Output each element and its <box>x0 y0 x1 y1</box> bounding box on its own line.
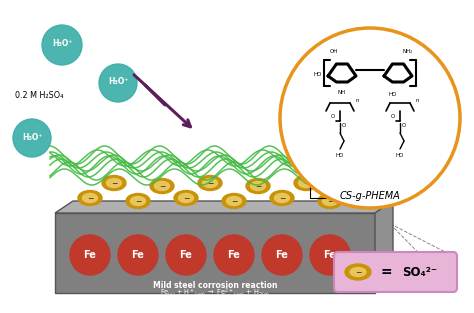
Text: O: O <box>402 123 406 128</box>
Text: Fe: Fe <box>275 250 289 260</box>
Text: Fe: Fe <box>228 250 240 260</box>
Text: −: − <box>351 182 357 191</box>
Ellipse shape <box>318 193 342 208</box>
Polygon shape <box>375 201 393 293</box>
Text: −: − <box>159 182 165 191</box>
Ellipse shape <box>227 197 241 206</box>
Text: −: − <box>111 179 117 188</box>
Text: Fe: Fe <box>180 250 192 260</box>
Text: HO: HO <box>389 92 397 97</box>
Text: NH₂: NH₂ <box>403 49 413 54</box>
Text: n: n <box>356 99 359 104</box>
Text: OH: OH <box>330 49 338 54</box>
Polygon shape <box>343 158 397 194</box>
Ellipse shape <box>350 268 366 276</box>
Text: −: − <box>327 197 333 206</box>
Text: −: − <box>183 194 189 203</box>
Ellipse shape <box>179 193 193 203</box>
Text: O: O <box>342 123 346 128</box>
Circle shape <box>118 235 158 275</box>
Text: Fe$_{(s)}$ + H$^+$$_{(aq)}$ $\rightarrow$ Fe$^{2+}$$_{(aq)}$ + H$_2$$_{(g)}$: Fe$_{(s)}$ + H$^+$$_{(aq)}$ $\rightarrow… <box>160 286 270 300</box>
Ellipse shape <box>274 193 290 203</box>
Text: Fe: Fe <box>83 250 96 260</box>
Ellipse shape <box>246 178 270 193</box>
Ellipse shape <box>322 197 337 206</box>
Text: SO₄²⁻: SO₄²⁻ <box>402 265 438 279</box>
Text: HO: HO <box>336 153 344 158</box>
Ellipse shape <box>222 193 246 208</box>
Ellipse shape <box>78 191 102 206</box>
Ellipse shape <box>198 176 222 191</box>
Bar <box>310 173 340 198</box>
Ellipse shape <box>294 176 318 191</box>
Text: H₃O⁺: H₃O⁺ <box>52 39 72 49</box>
Text: −: − <box>303 179 309 188</box>
Text: −: − <box>367 194 373 203</box>
Ellipse shape <box>345 264 371 280</box>
Circle shape <box>280 28 460 208</box>
Text: HO: HO <box>396 153 404 158</box>
Ellipse shape <box>126 193 150 208</box>
Text: Mild steel corrosion reaction: Mild steel corrosion reaction <box>153 280 277 290</box>
Polygon shape <box>55 201 393 213</box>
Text: =: = <box>380 265 392 279</box>
Circle shape <box>70 235 110 275</box>
Ellipse shape <box>174 191 198 206</box>
Ellipse shape <box>82 193 98 203</box>
Ellipse shape <box>270 191 294 206</box>
Ellipse shape <box>299 178 313 187</box>
Ellipse shape <box>130 197 146 206</box>
Text: n: n <box>416 99 419 104</box>
Ellipse shape <box>102 176 126 191</box>
Circle shape <box>99 64 137 102</box>
Ellipse shape <box>363 193 377 203</box>
FancyBboxPatch shape <box>334 252 457 292</box>
Text: O: O <box>331 115 335 120</box>
Circle shape <box>310 235 350 275</box>
Text: CS-g-PHEMA: CS-g-PHEMA <box>340 191 401 201</box>
Ellipse shape <box>107 178 121 187</box>
Circle shape <box>214 235 254 275</box>
Text: Fe: Fe <box>324 250 337 260</box>
Circle shape <box>42 25 82 65</box>
FancyBboxPatch shape <box>55 213 375 293</box>
Ellipse shape <box>358 191 382 206</box>
Ellipse shape <box>202 178 218 187</box>
Text: HO: HO <box>314 71 322 76</box>
Text: H₃O⁺: H₃O⁺ <box>108 78 128 86</box>
Ellipse shape <box>155 182 170 191</box>
Circle shape <box>262 235 302 275</box>
Ellipse shape <box>250 182 265 191</box>
Circle shape <box>166 235 206 275</box>
Ellipse shape <box>346 182 362 191</box>
Text: NH: NH <box>338 90 346 95</box>
Text: H₃O⁺: H₃O⁺ <box>22 132 42 141</box>
Text: −: − <box>207 179 213 188</box>
Ellipse shape <box>150 178 174 193</box>
Text: Fe: Fe <box>132 250 145 260</box>
Text: O: O <box>391 115 395 120</box>
Text: 0.2 M H₂SO₄: 0.2 M H₂SO₄ <box>15 90 64 100</box>
Circle shape <box>13 119 51 157</box>
Text: −: − <box>355 268 361 277</box>
FancyArrowPatch shape <box>134 75 191 127</box>
Text: −: − <box>279 194 285 203</box>
Text: −: − <box>135 197 141 206</box>
Text: −: − <box>231 197 237 206</box>
Ellipse shape <box>342 178 366 193</box>
Text: −: − <box>255 182 261 191</box>
Text: −: − <box>87 194 93 203</box>
